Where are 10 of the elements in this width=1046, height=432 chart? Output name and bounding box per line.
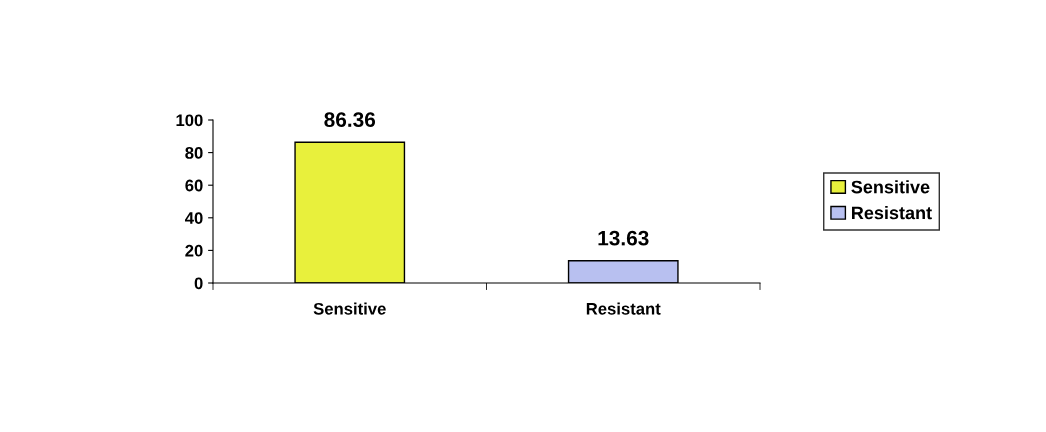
data-label: 86.36 — [324, 112, 376, 128]
legend-label: Resistant — [852, 206, 932, 220]
y-tick-label: 40 — [184, 212, 203, 224]
y-tick-label: 80 — [185, 147, 203, 159]
y-tick-label: 0 — [194, 277, 203, 290]
legend-label: Sensitive — [851, 180, 930, 194]
data-label: 13.63 — [598, 230, 649, 246]
y-tick-label: 20 — [185, 244, 203, 257]
y-tick-label: 100 — [176, 114, 203, 127]
y-tick-label: 60 — [185, 179, 203, 192]
